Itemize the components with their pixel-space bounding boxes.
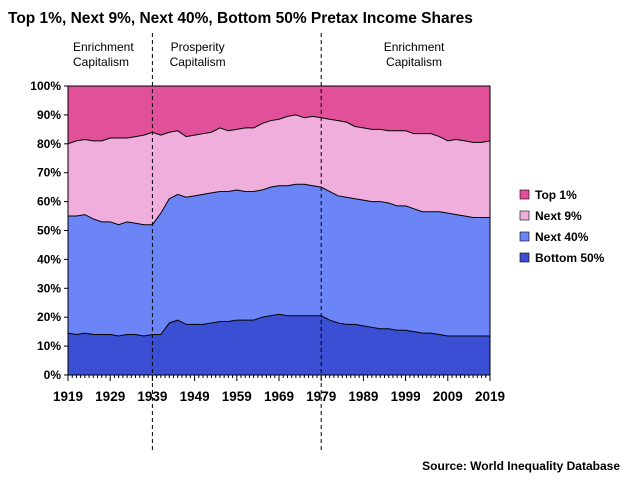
legend-swatch	[519, 189, 530, 200]
area-next-40	[68, 184, 490, 336]
y-tick-label: 80%	[37, 137, 61, 151]
x-tick-label: 1979	[306, 389, 336, 404]
era-label-line1: Enrichment	[73, 40, 134, 54]
source-note: Source: World Inequality Database	[422, 459, 620, 473]
legend-label: Next 40%	[535, 230, 589, 244]
legend-item-next-40: Next 40%	[519, 230, 589, 244]
x-tick-label: 1929	[95, 389, 125, 404]
area-top-1	[68, 86, 490, 144]
x-tick-label: 1969	[264, 389, 294, 404]
y-tick-label: 10%	[37, 339, 61, 353]
legend-item-top-1: Top 1%	[519, 188, 577, 202]
line-bottom-50-boundary	[67, 313, 490, 337]
y-tick-label: 90%	[37, 108, 61, 122]
legend-label: Bottom 50%	[535, 251, 605, 265]
line-next-9-boundary	[67, 114, 491, 145]
legend-swatch	[519, 231, 530, 242]
y-tick-label: 60%	[37, 195, 61, 209]
area-bottom-50	[68, 314, 490, 375]
x-tick-label: 1989	[348, 389, 378, 404]
era-label-line1: Prosperity	[171, 40, 225, 54]
x-tick-label: 1999	[391, 389, 421, 404]
legend-swatch	[519, 210, 530, 221]
y-tick-label: 40%	[37, 252, 61, 266]
x-tick-label: 2009	[433, 389, 463, 404]
y-tick-label: 70%	[37, 166, 61, 180]
line-next-40-boundary	[68, 183, 490, 226]
era-label-line2: Capitalism	[170, 55, 226, 69]
legend-swatch	[519, 252, 530, 263]
legend-label: Next 9%	[535, 209, 582, 223]
y-tick-label: 20%	[37, 310, 61, 324]
x-tick-label: 1949	[180, 389, 210, 404]
x-tick-label: 1939	[137, 389, 167, 404]
era-label-line2: Capitalism	[73, 55, 129, 69]
era-label-line1: Enrichment	[384, 40, 445, 54]
area-next-9	[68, 114, 490, 225]
y-tick-label: 100%	[30, 79, 61, 93]
era-label-line2: Capitalism	[386, 55, 442, 69]
legend-item-next-9: Next 9%	[519, 209, 582, 223]
chart-title: Top 1%, Next 9%, Next 40%, Bottom 50% Pr…	[8, 10, 473, 27]
y-tick-label: 0%	[44, 368, 62, 382]
x-tick-label: 1919	[53, 389, 83, 404]
x-tick-label: 1959	[222, 389, 252, 404]
y-tick-label: 50%	[37, 224, 61, 238]
legend-item-bottom-50: Bottom 50%	[519, 251, 605, 265]
legend-label: Top 1%	[535, 188, 577, 202]
y-tick-label: 30%	[37, 281, 61, 295]
x-tick-label: 2019	[475, 389, 505, 404]
